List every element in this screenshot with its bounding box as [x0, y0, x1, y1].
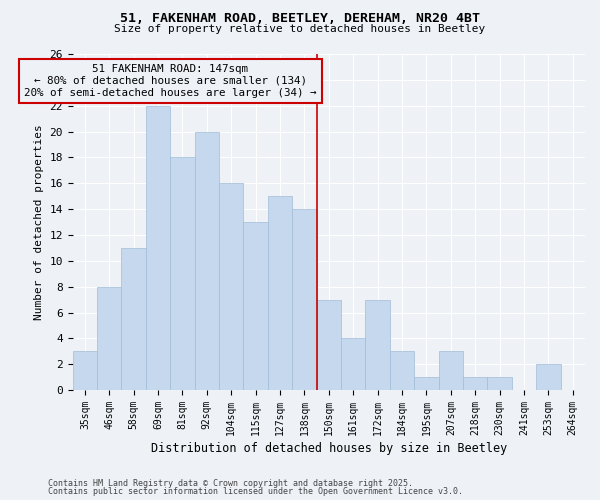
Bar	[121, 248, 146, 390]
Bar	[194, 132, 219, 390]
Bar	[97, 286, 121, 390]
Bar	[292, 209, 317, 390]
Bar	[317, 300, 341, 390]
Bar	[439, 352, 463, 390]
Bar	[341, 338, 365, 390]
Bar	[244, 222, 268, 390]
Y-axis label: Number of detached properties: Number of detached properties	[34, 124, 44, 320]
Bar	[170, 158, 194, 390]
Bar	[414, 377, 439, 390]
Bar	[487, 377, 512, 390]
Bar	[268, 196, 292, 390]
Bar	[219, 184, 244, 390]
Text: Contains public sector information licensed under the Open Government Licence v3: Contains public sector information licen…	[48, 487, 463, 496]
Bar	[146, 106, 170, 390]
Bar	[73, 352, 97, 390]
Text: 51 FAKENHAM ROAD: 147sqm
← 80% of detached houses are smaller (134)
20% of semi-: 51 FAKENHAM ROAD: 147sqm ← 80% of detach…	[24, 64, 317, 98]
Text: Contains HM Land Registry data © Crown copyright and database right 2025.: Contains HM Land Registry data © Crown c…	[48, 478, 413, 488]
Bar	[536, 364, 560, 390]
Bar	[463, 377, 487, 390]
Bar	[390, 352, 414, 390]
Text: Size of property relative to detached houses in Beetley: Size of property relative to detached ho…	[115, 24, 485, 34]
X-axis label: Distribution of detached houses by size in Beetley: Distribution of detached houses by size …	[151, 442, 507, 455]
Text: 51, FAKENHAM ROAD, BEETLEY, DEREHAM, NR20 4BT: 51, FAKENHAM ROAD, BEETLEY, DEREHAM, NR2…	[120, 12, 480, 26]
Bar	[365, 300, 390, 390]
